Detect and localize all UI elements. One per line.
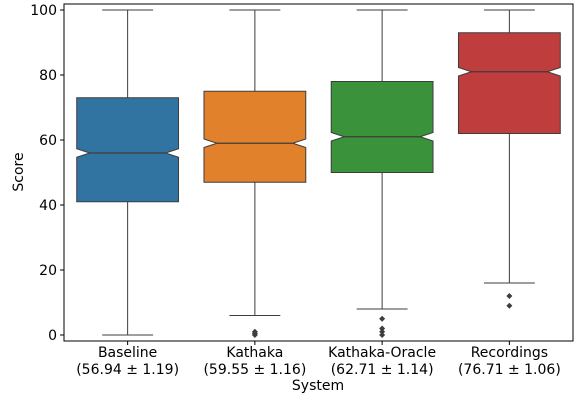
x-tick-mean-label: (56.94 ± 1.19) [76, 362, 179, 378]
x-axis: Baseline(56.94 ± 1.19) Kathaka(59.55 ± 1.… [76, 341, 561, 378]
outlier-point [506, 302, 513, 309]
x-tick-mean-label: (76.71 ± 1.06) [458, 362, 561, 378]
box-body [457, 32, 561, 134]
x-axis-label: System [292, 378, 344, 394]
outlier-point [379, 332, 386, 338]
y-tick-label: 40 [39, 198, 57, 214]
box-body [203, 90, 307, 183]
x-tick-label: Kathaka-Oracle [328, 345, 436, 361]
y-tick-label: 100 [30, 3, 57, 19]
box-body [330, 81, 434, 173]
box-recordings [457, 9, 561, 309]
box-body [76, 97, 180, 203]
outlier-point [379, 325, 386, 332]
outlier-point [251, 328, 258, 335]
box-kathaka-oracle [330, 9, 434, 338]
x-tick-label: Baseline [98, 345, 157, 361]
outlier-point [506, 293, 513, 299]
y-tick-label: 80 [39, 68, 57, 84]
y-tick-label: 20 [39, 263, 57, 279]
x-tick-label: Recordings [471, 345, 548, 361]
y-axis-label: Score [11, 152, 27, 191]
box-kathaka [203, 9, 307, 338]
box-baseline [76, 9, 180, 336]
y-tick-label: 0 [48, 328, 57, 344]
x-tick-mean-label: (62.71 ± 1.14) [331, 362, 434, 378]
boxes-layer [76, 9, 561, 338]
y-tick-label: 60 [39, 133, 57, 149]
outlier-point [379, 328, 386, 335]
x-tick-label: Kathaka [226, 345, 283, 361]
x-tick-mean-label: (59.55 ± 1.16) [203, 362, 306, 378]
outlier-point [379, 315, 386, 322]
y-axis: 0 20 40 60 80 100 [30, 3, 64, 344]
